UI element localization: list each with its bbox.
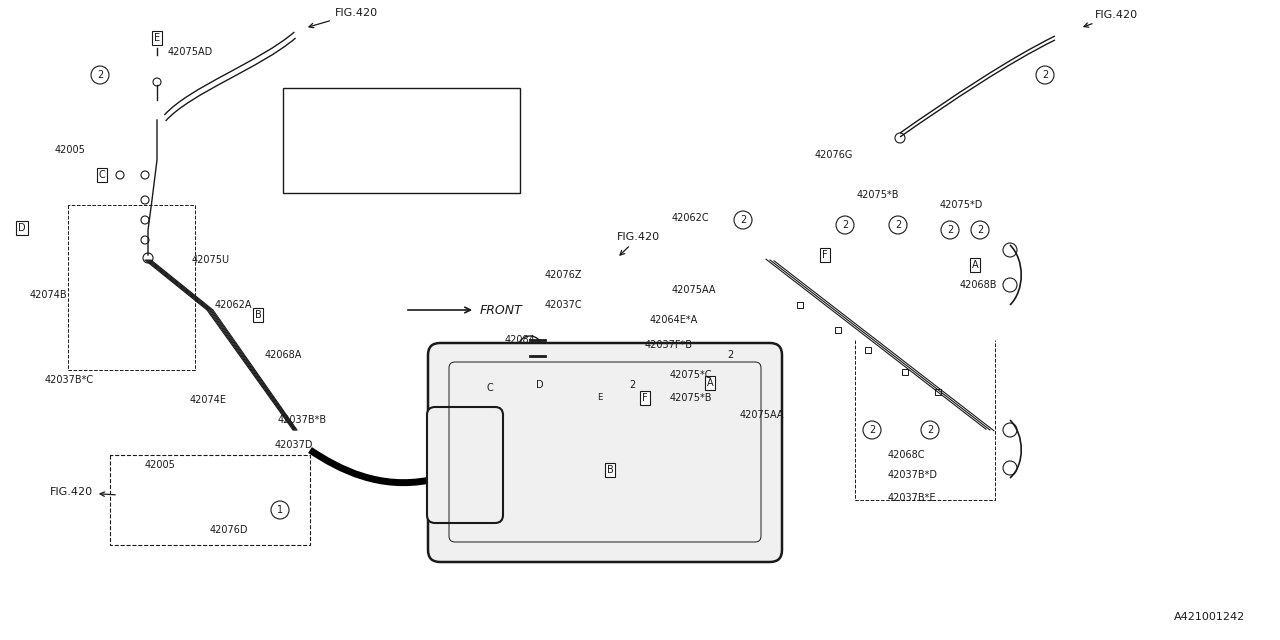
Bar	[283, 88, 520, 193]
Text: 42076G: 42076G	[815, 150, 854, 160]
FancyBboxPatch shape	[428, 407, 503, 523]
Text: 42074E: 42074E	[189, 395, 227, 405]
Text: E: E	[154, 33, 160, 43]
Text: C: C	[99, 170, 105, 180]
Text: 42037B*D: 42037B*D	[888, 470, 938, 480]
FancyBboxPatch shape	[428, 343, 782, 562]
Text: D: D	[536, 380, 544, 390]
Text: 2: 2	[727, 350, 733, 360]
Text: 42037C: 42037C	[545, 300, 582, 310]
Text: B: B	[255, 310, 261, 320]
Text: 42075U: 42075U	[192, 255, 230, 265]
Text: 42075*D: 42075*D	[940, 200, 983, 210]
Text: 2: 2	[1042, 70, 1048, 80]
Text: A421001242: A421001242	[1174, 612, 1245, 622]
Text: 42075AA: 42075AA	[672, 285, 717, 295]
Text: 1: 1	[298, 100, 305, 111]
Text: 42084: 42084	[506, 335, 536, 345]
Bar	[902, 369, 908, 375]
Text: 2: 2	[97, 70, 104, 80]
Text: 2: 2	[947, 225, 954, 235]
Text: E: E	[598, 394, 603, 403]
Text: 42062A: 42062A	[215, 300, 252, 310]
Text: FIG.420: FIG.420	[308, 8, 378, 28]
Text: A: A	[707, 378, 713, 388]
Text: 42068A: 42068A	[265, 350, 302, 360]
Text: B: B	[607, 465, 613, 475]
Text: 42075*B: 42075*B	[669, 393, 713, 403]
Text: 0923S*B: 0923S*B	[339, 100, 381, 111]
Text: 42075AD: 42075AD	[168, 47, 214, 57]
Text: 42064E*A: 42064E*A	[650, 315, 699, 325]
Text: W170069: W170069	[337, 136, 383, 145]
Text: 42005: 42005	[145, 460, 175, 470]
Text: 42076D: 42076D	[210, 525, 248, 535]
Text: 2: 2	[895, 220, 901, 230]
Text: 42037B*E: 42037B*E	[888, 493, 937, 503]
Text: 42037B*C: 42037B*C	[45, 375, 95, 385]
Text: F: F	[643, 393, 648, 403]
Text: FIG.420: FIG.420	[1084, 10, 1138, 28]
Text: 42068C: 42068C	[888, 450, 925, 460]
Text: 42075*C: 42075*C	[669, 370, 713, 380]
Text: 0923S*A: 0923S*A	[339, 170, 381, 180]
Text: 2: 2	[927, 425, 933, 435]
Bar	[835, 327, 841, 333]
Text: D: D	[18, 223, 26, 233]
Text: C: C	[486, 383, 493, 393]
Text: 2: 2	[869, 425, 876, 435]
Text: 42075AA: 42075AA	[740, 410, 785, 420]
Bar	[934, 389, 941, 395]
Bar	[865, 347, 870, 353]
Text: FIG.420: FIG.420	[617, 232, 660, 255]
Text: 42037B*B: 42037B*B	[278, 415, 328, 425]
Text: <05MY0409-    >: <05MY0409- >	[421, 136, 499, 145]
Text: 2: 2	[977, 225, 983, 235]
Text: 42076Z: 42076Z	[545, 270, 582, 280]
Text: 42068B: 42068B	[960, 280, 997, 290]
Text: FIG.420: FIG.420	[50, 487, 115, 497]
Text: 42074B: 42074B	[29, 290, 68, 300]
Text: 42075*B: 42075*B	[858, 190, 900, 200]
Text: A: A	[972, 260, 978, 270]
Text: 2: 2	[842, 220, 849, 230]
Text: FRONT: FRONT	[480, 303, 522, 317]
Bar	[797, 302, 803, 308]
Text: 42037D: 42037D	[275, 440, 314, 450]
Text: (  -05MY0408>: ( -05MY0408>	[426, 101, 494, 110]
Text: 2: 2	[740, 215, 746, 225]
Text: 1: 1	[276, 505, 283, 515]
Text: F: F	[822, 250, 828, 260]
Text: 42062C: 42062C	[672, 213, 709, 223]
Text: 42037F*B: 42037F*B	[645, 340, 692, 350]
Text: 42005: 42005	[55, 145, 86, 155]
Text: 2: 2	[298, 170, 305, 180]
Text: 2: 2	[628, 380, 635, 390]
